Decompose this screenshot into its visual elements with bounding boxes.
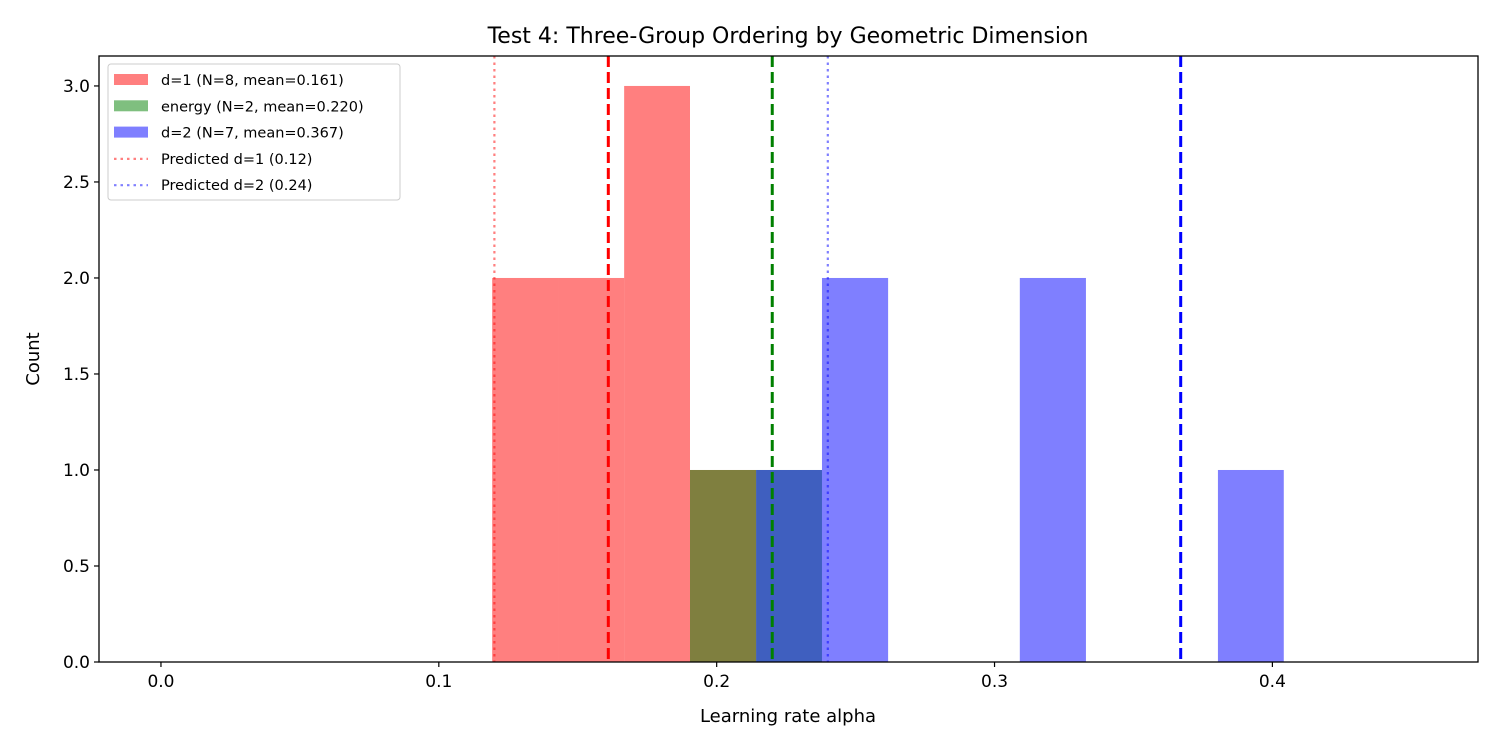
axes-frame [98, 55, 1479, 663]
y-tick-label: 0.5 [63, 557, 90, 577]
legend-swatch [114, 74, 148, 85]
legend-label: d=1 (N=8, mean=0.161) [161, 73, 344, 89]
y-axis-label: Count [23, 332, 44, 385]
y-tick-label: 2.0 [63, 269, 90, 289]
x-tick-label: 0.1 [425, 672, 452, 692]
vlines-layer [493, 56, 1183, 662]
legend: d=1 (N=8, mean=0.161) energy (N=2, mean=0… [107, 63, 401, 201]
histogram-bar-series-2 [1019, 277, 1086, 662]
y-tick-label: 1.0 [63, 461, 90, 481]
histogram-bar-series-2 [1217, 469, 1284, 662]
y-tick-label: 1.5 [63, 365, 90, 385]
histogram-bar-series-0 [492, 277, 559, 662]
y-axis: 0.0 0.5 1.0 1.5 2.0 2.5 3.0 [63, 77, 99, 673]
histogram-bar-series-1 [690, 469, 757, 662]
histogram-bar-series-0 [624, 85, 690, 663]
x-tick-label: 0.2 [703, 672, 730, 692]
x-axis: 0.0 0.1 0.2 0.3 0.4 [147, 662, 1286, 692]
legend-frame [107, 63, 401, 201]
histogram-bar-series-2 [756, 469, 822, 662]
x-axis-label: Learning rate alpha [700, 706, 876, 727]
legend-swatch [114, 126, 148, 138]
x-tick-label: 0.4 [1259, 672, 1286, 692]
y-tick-label: 2.5 [63, 173, 90, 193]
y-tick-label: 0.0 [63, 653, 90, 673]
x-tick-label: 0.3 [981, 672, 1008, 692]
histogram-bar-series-2 [821, 277, 889, 662]
legend-label: Predicted d=2 (0.24) [161, 178, 312, 194]
legend-label: energy (N=2, mean=0.220) [161, 99, 364, 115]
chart-title: Test 4: Three-Group Ordering by Geometri… [487, 24, 1089, 49]
x-tick-label: 0.0 [147, 672, 174, 692]
y-tick-label: 3.0 [63, 77, 90, 97]
legend-label: Predicted d=1 (0.12) [161, 152, 312, 168]
legend-swatch [114, 100, 148, 112]
legend-label: d=2 (N=7, mean=0.367) [161, 126, 344, 142]
histogram-bar-series-0 [558, 277, 625, 662]
bars-layer [492, 85, 1284, 663]
